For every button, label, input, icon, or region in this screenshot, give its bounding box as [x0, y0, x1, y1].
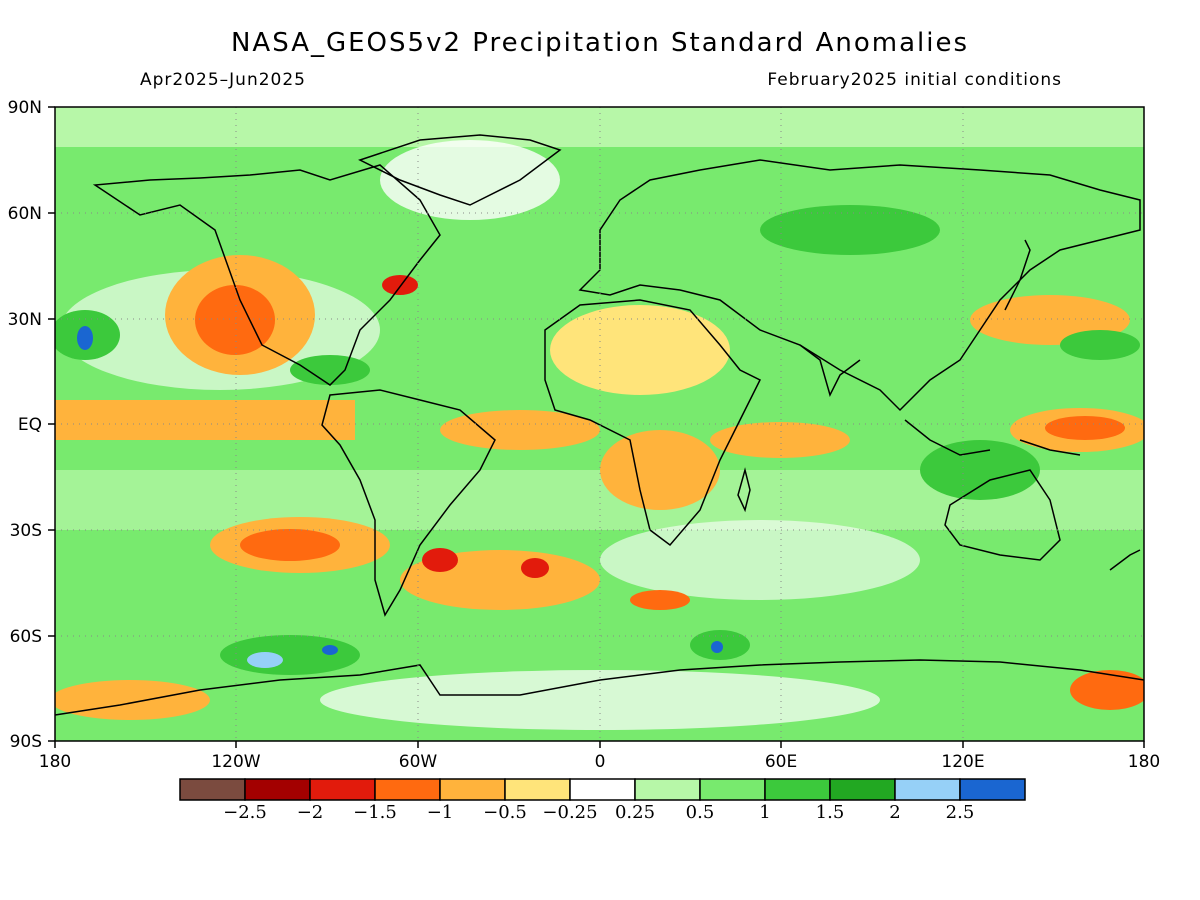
- colorbar-swatch: [959, 778, 1026, 801]
- colorbar-label: 0.25: [615, 802, 655, 823]
- colorbar-label: 2.5: [946, 802, 975, 823]
- colorbar-label: −1: [427, 802, 454, 823]
- colorbar-swatch: [309, 778, 376, 801]
- colorbar-label: 1.5: [816, 802, 845, 823]
- lat-label: 60S: [10, 627, 42, 647]
- initial-conditions: February2025 initial conditions: [767, 70, 1062, 90]
- colorbar-label: 0.5: [686, 802, 715, 823]
- colorbar-swatch: [374, 778, 441, 801]
- colorbar-labels: −2.5 −2 −1.5 −1 −0.5 −0.25 0.25 0.5 1 1.5 2 2.5: [223, 802, 974, 823]
- colorbar-label: −2.5: [223, 802, 267, 823]
- lat-label: 30S: [10, 521, 42, 541]
- colorbar-label: −0.25: [542, 802, 597, 823]
- lat-labels: 90N 60N 30N EQ 30S 60S 90S: [8, 98, 42, 752]
- lat-label: 90S: [10, 732, 42, 752]
- colorbar-label: −2: [297, 802, 324, 823]
- colorbar-swatch: [829, 778, 896, 801]
- lat-label: 60N: [8, 204, 42, 224]
- colorbar-swatch: [569, 778, 636, 801]
- chart-title: NASA_GEOS5v2 Precipitation Standard Anom…: [230, 28, 970, 58]
- lon-label: 60E: [765, 752, 797, 772]
- colorbar-swatch: [504, 778, 571, 801]
- colorbar-swatch: [244, 778, 311, 801]
- lon-labels: 180 120W 60W 0 60E 120E 180: [39, 752, 1160, 772]
- axis-ticks: [48, 106, 1145, 748]
- lon-label: 60W: [399, 752, 438, 772]
- lon-label: 180: [1128, 752, 1160, 772]
- lat-label: 90N: [8, 98, 42, 118]
- lat-label: EQ: [18, 415, 42, 435]
- colorbar-swatch: [179, 778, 246, 801]
- colorbar-label: 1: [759, 802, 770, 823]
- lon-label: 180: [39, 752, 71, 772]
- lon-label: 120E: [941, 752, 984, 772]
- lon-label: 0: [595, 752, 606, 772]
- colorbar: [179, 778, 1026, 801]
- lat-label: 30N: [8, 310, 42, 330]
- colorbar-swatch: [439, 778, 506, 801]
- colorbar-swatch: [894, 778, 961, 801]
- colorbar-label: −1.5: [353, 802, 397, 823]
- colorbar-swatch: [699, 778, 766, 801]
- colorbar-label: 2: [889, 802, 900, 823]
- forecast-period: Apr2025–Jun2025: [140, 70, 306, 90]
- colorbar-swatch: [764, 778, 831, 801]
- colorbar-swatch: [634, 778, 701, 801]
- colorbar-label: −0.5: [483, 802, 527, 823]
- lon-label: 120W: [211, 752, 260, 772]
- coastlines: [54, 134, 1145, 716]
- grid: [55, 107, 1144, 741]
